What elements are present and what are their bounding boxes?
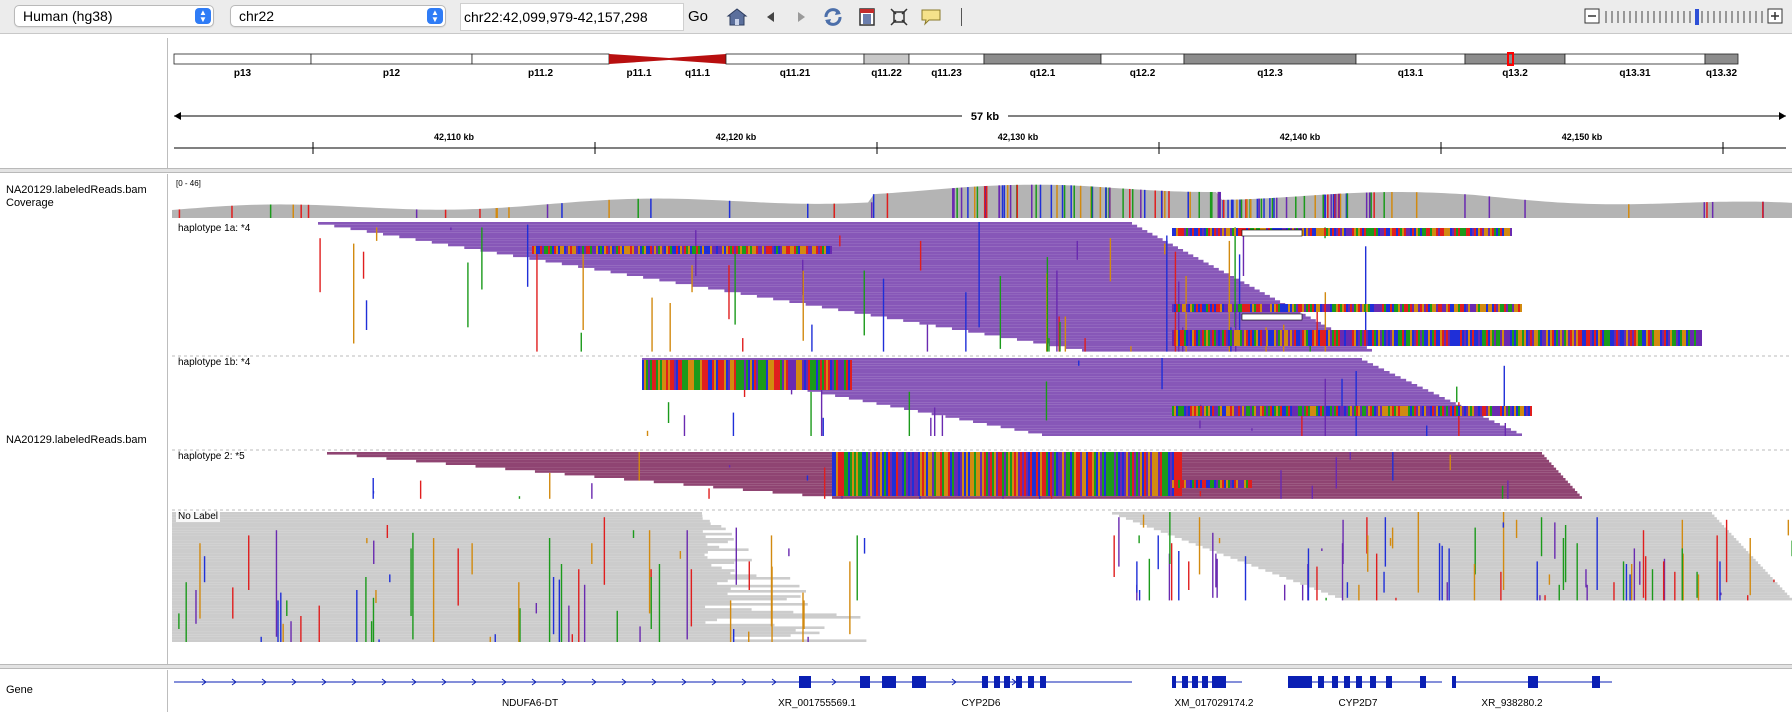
- gene-name-panel: Gene: [0, 670, 168, 712]
- group-label-hap1a: haplotype 1a: *4: [176, 223, 253, 234]
- ruler-tick-label: 42,130 kb: [998, 132, 1039, 142]
- locus-input[interactable]: chr22:42,099,979-42,157,298: [460, 3, 684, 31]
- ideogram-band-p13[interactable]: [173, 53, 312, 65]
- gene-track[interactable]: NDUFA6-DT XR_001755569.1 CYP2D6 XM_01702917…: [172, 670, 1792, 712]
- ideogram-band-q12.3[interactable]: [1183, 53, 1357, 65]
- ruler-span-label: 57 kb: [971, 111, 999, 123]
- ideogram-band-label: q13.1: [1398, 68, 1424, 79]
- ideogram-band-label: q11.23: [931, 68, 962, 79]
- genome-value: Human (hg38): [23, 8, 113, 24]
- ideogram-band-label: p11.1: [626, 68, 651, 79]
- coverage-track-name[interactable]: NA20129.labeledReads.bam Coverage: [6, 184, 147, 209]
- data-name-panel: NA20129.labeledReads.bam Coverage NA2012…: [0, 174, 168, 664]
- ideogram-band-label: p12: [383, 68, 401, 79]
- ideogram-band-label: q11.1: [685, 68, 710, 79]
- chromosome-ideogram[interactable]: p13 p12 p11.2 p11.1 q11.1 q11.21 q11.22 q11.23 q…: [173, 52, 1739, 79]
- zoom-ticks: [1605, 11, 1769, 23]
- zoom-slider[interactable]: [1584, 7, 1784, 27]
- chevron-updown-icon: ▲ ▼: [195, 8, 211, 24]
- ideogram-band-label: q13.31: [1619, 68, 1651, 79]
- ideogram-band-label: q13.32: [1706, 68, 1738, 79]
- header-svg: p13 p12 p11.2 p11.1 q11.1 q11.21 q11.22 q11.23 q…: [173, 52, 1786, 154]
- ideogram-band-q13.31[interactable]: [1564, 53, 1706, 65]
- group-label-hap2: haplotype 2: *5: [176, 451, 247, 462]
- ruler-tick-label: 42,140 kb: [1280, 132, 1321, 142]
- roi-icon[interactable]: [856, 6, 878, 28]
- back-icon[interactable]: [760, 6, 782, 28]
- header-panel: p13 p12 p11.2 p11.1 q11.1 q11.21 q11.22 q11.23 q…: [172, 38, 1792, 168]
- ideogram-band-label: q11.21: [780, 68, 811, 79]
- genome-dropdown[interactable]: Human (hg38) ▲ ▼: [14, 5, 214, 27]
- ideogram-band-p12[interactable]: [310, 53, 473, 65]
- gene-label[interactable]: CYP2D7: [1339, 698, 1378, 709]
- data-panel[interactable]: [0 - 46] haplotype 1a: *4 haplotype 1b: …: [172, 174, 1792, 664]
- ruler-tick-label: 42,150 kb: [1562, 132, 1603, 142]
- gene-panel[interactable]: NDUFA6-DT XR_001755569.1 CYP2D6 XM_01702917…: [172, 670, 1792, 712]
- gene-label[interactable]: NDUFA6-DT: [502, 698, 558, 709]
- ideogram-band-q12.1[interactable]: [983, 53, 1102, 65]
- forward-icon[interactable]: [790, 6, 812, 28]
- ruler-tick-label: 42,120 kb: [716, 132, 757, 142]
- refresh-icon[interactable]: [822, 6, 844, 28]
- ideogram-band-q11.21[interactable]: [725, 53, 865, 65]
- go-button[interactable]: Go: [688, 8, 709, 25]
- toolbar-separator: [961, 8, 962, 26]
- ideogram-band-label: q12.2: [1130, 68, 1156, 79]
- popup-info-icon[interactable]: [920, 6, 942, 28]
- coverage-range-label: [0 - 46]: [176, 179, 201, 188]
- chevron-updown-icon: ▲ ▼: [427, 8, 443, 24]
- ideogram-band-q13.1[interactable]: [1355, 53, 1466, 65]
- gene-label[interactable]: XM_017029174.2: [1175, 698, 1254, 709]
- group-label-nolabel: No Label: [176, 511, 221, 522]
- ideogram-band-label: q12.1: [1030, 68, 1056, 79]
- alignment-groups[interactable]: [172, 222, 1792, 642]
- gene-label[interactable]: CYP2D6: [962, 698, 1001, 709]
- chromosome-value: chr22: [239, 8, 275, 24]
- ideogram-band-label: q12.3: [1257, 68, 1283, 79]
- ideogram-band-q11.22[interactable]: [863, 53, 910, 65]
- gene-label[interactable]: XR_938280.2: [1481, 698, 1543, 709]
- panel-divider-2[interactable]: [0, 664, 1792, 669]
- chromosome-dropdown[interactable]: chr22 ▲ ▼: [230, 5, 446, 27]
- ideogram-band-p11.1[interactable]: [609, 54, 669, 64]
- coverage-track[interactable]: [172, 184, 1792, 218]
- home-icon[interactable]: [726, 6, 748, 28]
- gene-label[interactable]: XR_001755569.1: [778, 698, 856, 709]
- panel-divider[interactable]: [0, 168, 1792, 173]
- ideogram-band-label: p13: [234, 68, 252, 79]
- ideogram-band-q13.32[interactable]: [1704, 53, 1739, 65]
- header-name-panel: [0, 38, 168, 168]
- alignment-view[interactable]: [0 - 46]: [172, 174, 1792, 664]
- toolbar: Human (hg38) ▲ ▼ chr22 ▲ ▼ chr22:42,099,97…: [0, 0, 1792, 34]
- current-region-marker: [1507, 52, 1514, 66]
- ideogram-band-q13.2[interactable]: [1464, 53, 1566, 65]
- group-label-hap1b: haplotype 1b: *4: [176, 357, 253, 368]
- ideogram-band-label: p11.2: [528, 68, 553, 79]
- ideogram-band-q12.2[interactable]: [1100, 53, 1185, 65]
- ideogram-band-label: q13.2: [1502, 68, 1528, 79]
- ideogram-band-label: q11.22: [871, 68, 902, 79]
- ideogram-band-q11.23[interactable]: [908, 53, 985, 65]
- ideogram-band-q11.1[interactable]: [669, 54, 726, 64]
- zoom-thumb[interactable]: [1695, 9, 1699, 25]
- resize-icon[interactable]: [888, 6, 910, 28]
- gene-track-name[interactable]: Gene: [6, 684, 33, 696]
- alignment-track-name[interactable]: NA20129.labeledReads.bam: [6, 434, 147, 446]
- ruler[interactable]: 57 kb 42,110 kb 42,120 kb 42,130 kb 42,140 …: [174, 108, 1786, 154]
- ideogram-band-p11.2[interactable]: [471, 53, 610, 65]
- ruler-tick-label: 42,110 kb: [434, 132, 475, 142]
